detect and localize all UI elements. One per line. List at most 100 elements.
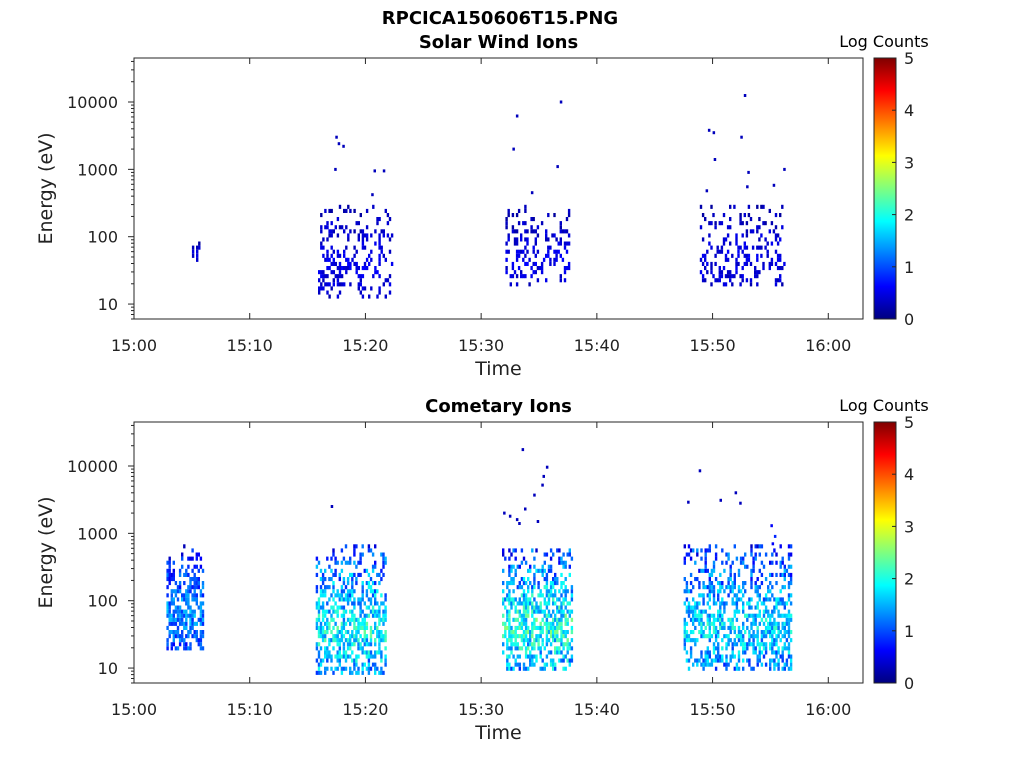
heatmap-cell bbox=[694, 605, 697, 610]
heatmap-cell bbox=[773, 650, 776, 655]
heatmap-cell bbox=[714, 658, 718, 663]
heatmap-cell bbox=[758, 621, 761, 626]
heatmap-cell bbox=[321, 609, 325, 614]
heatmap-cell bbox=[712, 650, 716, 655]
heatmap-cell bbox=[771, 621, 774, 626]
heatmap-cell bbox=[338, 572, 341, 577]
heatmap-cell bbox=[346, 597, 350, 602]
heatmap-cell bbox=[522, 274, 525, 279]
heatmap-cell bbox=[545, 577, 549, 582]
heatmap-cell bbox=[531, 605, 534, 610]
heatmap-cell bbox=[346, 560, 350, 565]
heatmap-cell bbox=[687, 605, 691, 610]
heatmap-cell bbox=[346, 593, 350, 598]
heatmap-cell bbox=[779, 564, 782, 569]
heatmap-cell bbox=[384, 593, 387, 598]
heatmap-cell bbox=[750, 613, 753, 618]
heatmap-cell bbox=[534, 229, 537, 234]
heatmap-cell bbox=[527, 589, 530, 594]
heatmap-cell bbox=[719, 609, 722, 614]
heatmap-cell bbox=[560, 572, 563, 577]
heatmap-cell bbox=[710, 221, 713, 226]
heatmap-cell bbox=[764, 625, 768, 630]
heatmap-cell bbox=[505, 225, 508, 230]
heatmap-cell bbox=[363, 617, 366, 622]
heatmap-cell bbox=[185, 572, 188, 577]
heatmap-cell bbox=[712, 613, 716, 618]
heatmap-cell bbox=[756, 638, 759, 643]
heatmap-cell bbox=[531, 634, 534, 639]
heatmap-cell bbox=[517, 208, 521, 213]
heatmap-cell bbox=[342, 589, 346, 594]
heatmap-cell bbox=[554, 581, 557, 586]
heatmap-cell bbox=[170, 646, 173, 651]
heatmap-cell bbox=[537, 638, 540, 643]
heatmap-cell bbox=[771, 658, 774, 663]
heatmap-cell bbox=[760, 560, 764, 565]
heatmap-cell bbox=[328, 609, 331, 614]
heatmap-cell bbox=[533, 625, 536, 630]
heatmap-cell bbox=[750, 552, 753, 557]
heatmap-cell bbox=[553, 261, 556, 266]
heatmap-cell bbox=[545, 642, 549, 647]
heatmap-cell bbox=[708, 233, 711, 238]
heatmap-cell bbox=[733, 585, 736, 590]
heatmap-cell bbox=[326, 617, 329, 622]
heatmap-cell bbox=[363, 245, 367, 250]
heatmap-cell bbox=[328, 564, 331, 569]
heatmap-cell bbox=[359, 597, 362, 602]
heatmap-cell bbox=[315, 625, 319, 630]
heatmap-cell bbox=[338, 605, 341, 610]
heatmap-cell bbox=[702, 630, 705, 635]
heatmap-cell bbox=[374, 581, 377, 586]
heatmap-cell bbox=[770, 257, 774, 262]
heatmap-cell bbox=[197, 581, 200, 586]
heatmap-cell bbox=[742, 581, 745, 586]
heatmap-cell bbox=[191, 253, 195, 258]
x-tick-label: 15:20 bbox=[342, 700, 388, 719]
heatmap-cell bbox=[317, 601, 321, 606]
heatmap-cell bbox=[562, 613, 565, 618]
heatmap-cell bbox=[708, 634, 711, 639]
heatmap-cell bbox=[183, 581, 186, 586]
heatmap-cell bbox=[552, 662, 555, 667]
heatmap-cell bbox=[752, 642, 755, 647]
heatmap-cell bbox=[361, 650, 364, 655]
heatmap-cell bbox=[388, 237, 392, 242]
heatmap-cell bbox=[340, 638, 344, 643]
heatmap-cell bbox=[710, 245, 713, 250]
heatmap-cell bbox=[789, 581, 793, 586]
heatmap-cell bbox=[183, 642, 186, 647]
heatmap-cell bbox=[371, 581, 375, 586]
heatmap-cell bbox=[706, 568, 709, 573]
heatmap-cell bbox=[541, 593, 544, 598]
heatmap-cell bbox=[176, 634, 180, 639]
heatmap-cell bbox=[545, 605, 549, 610]
heatmap-cell bbox=[754, 266, 757, 271]
heatmap-cell bbox=[779, 601, 782, 606]
heatmap-cell bbox=[371, 593, 375, 598]
heatmap-cell bbox=[193, 577, 196, 582]
heatmap-cell bbox=[378, 237, 381, 242]
heatmap-cell bbox=[376, 572, 379, 577]
heatmap-cell bbox=[781, 225, 784, 230]
heatmap-cell bbox=[195, 621, 198, 626]
heatmap-cell bbox=[355, 654, 358, 659]
heatmap-cell bbox=[547, 597, 551, 602]
heatmap-cell bbox=[185, 568, 188, 573]
heatmap-cell bbox=[756, 642, 759, 647]
heatmap-cell bbox=[549, 634, 553, 639]
heatmap-cell bbox=[745, 233, 749, 238]
heatmap-cell bbox=[524, 253, 527, 258]
heatmap-cell bbox=[764, 221, 767, 226]
heatmap-cell bbox=[374, 266, 377, 271]
heatmap-cell bbox=[701, 237, 705, 242]
heatmap-cell bbox=[359, 646, 362, 651]
heatmap-cell bbox=[324, 274, 327, 279]
heatmap-cell bbox=[357, 282, 360, 287]
heatmap-cell bbox=[783, 630, 786, 635]
heatmap-cell bbox=[533, 572, 536, 577]
heatmap-cell bbox=[726, 233, 730, 238]
heatmap-cell bbox=[704, 654, 707, 659]
heatmap-cell bbox=[340, 225, 344, 230]
